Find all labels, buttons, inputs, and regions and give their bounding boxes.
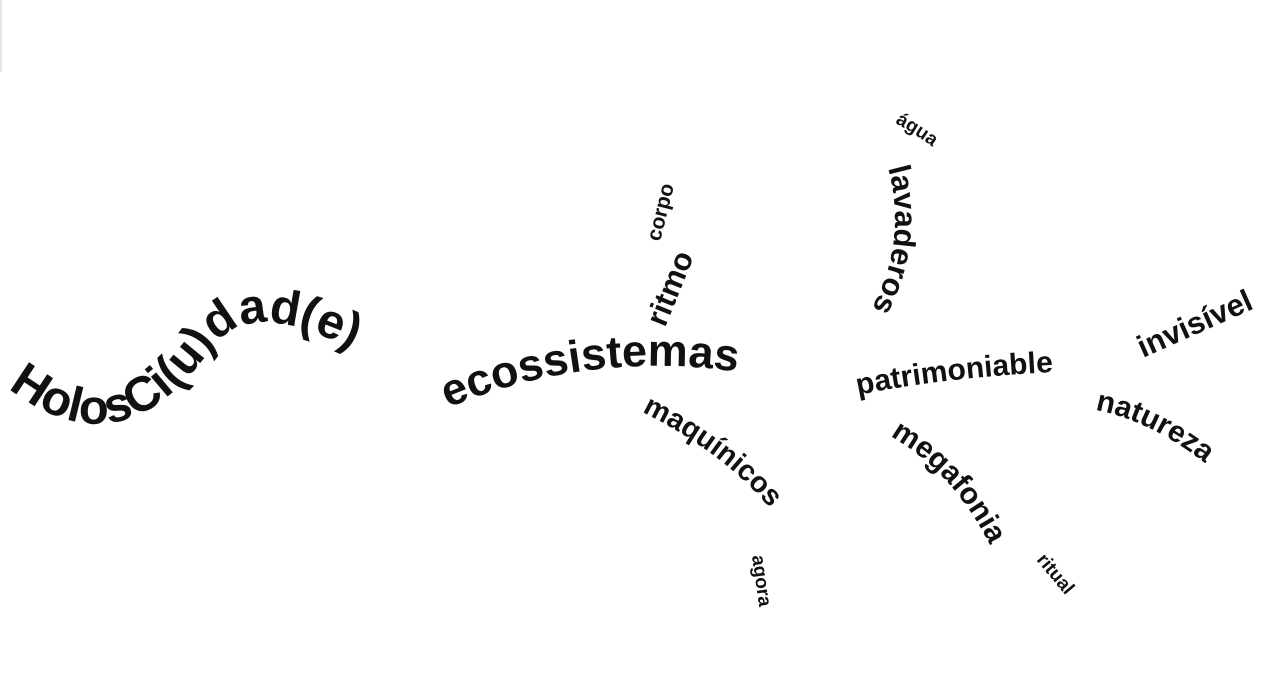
title-word: HolosCi(u)dad(e) — [2, 278, 371, 435]
branch-ritual: ritual — [1032, 550, 1078, 599]
branch-invisivel: invisível — [1132, 283, 1258, 365]
center-word-text: ecossistemas — [433, 325, 743, 418]
branch-corpo: corpo — [643, 181, 679, 243]
branch-patrimoniable: patrimoniable — [853, 346, 1054, 402]
left-edge-marker — [0, 0, 2, 72]
branch-patrimoniable-text: patrimoniable — [853, 346, 1054, 402]
branch-megafonia-text: megafonia — [887, 414, 1014, 549]
branch-natureza: natureza — [1093, 384, 1220, 468]
branch-maquinicos-text: maquínicos — [639, 390, 789, 513]
center-word: ecossistemas — [433, 325, 743, 418]
branch-agua-text: água — [892, 109, 942, 151]
branch-agora: agora — [747, 554, 775, 609]
branch-agua: água — [892, 109, 942, 151]
branch-lavaderos-text: lavaderos — [866, 161, 923, 321]
branch-maquinicos: maquínicos — [639, 390, 789, 513]
title-word-text: HolosCi(u)dad(e) — [2, 278, 371, 435]
branch-natureza-text: natureza — [1093, 384, 1220, 468]
branch-lavaderos: lavaderos — [866, 161, 923, 321]
branch-ritmo: ritmo — [639, 246, 700, 331]
branch-megafonia: megafonia — [887, 414, 1014, 549]
